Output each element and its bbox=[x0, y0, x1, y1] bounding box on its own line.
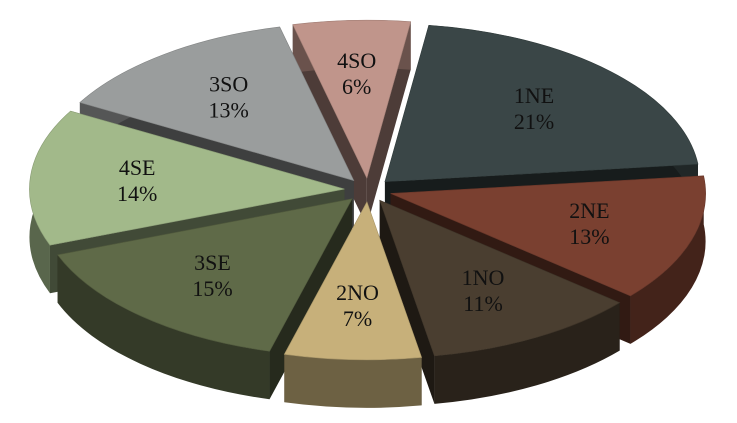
slice-label-3so: 3SO bbox=[209, 71, 248, 96]
slice-label-4se: 4SE bbox=[119, 155, 156, 180]
slice-label-4so: 4SO bbox=[337, 48, 376, 73]
slice-label-1no: 1NO bbox=[462, 265, 505, 290]
slice-label-2ne: 2NE bbox=[569, 198, 609, 223]
slice-label-2no: 2NO bbox=[336, 280, 379, 305]
slice-value-2ne: 13% bbox=[569, 224, 609, 249]
slice-rim-2no bbox=[284, 354, 421, 408]
slice-value-1no: 11% bbox=[463, 291, 503, 316]
slice-label-1ne: 1NE bbox=[514, 83, 554, 108]
slice-label-3se: 3SE bbox=[194, 250, 231, 275]
slice-value-2no: 7% bbox=[343, 306, 372, 331]
slice-value-4se: 14% bbox=[117, 181, 157, 206]
slice-value-1ne: 21% bbox=[514, 109, 554, 134]
slice-value-4so: 6% bbox=[342, 74, 371, 99]
slice-value-3so: 13% bbox=[209, 97, 249, 122]
slice-value-3se: 15% bbox=[192, 276, 232, 301]
